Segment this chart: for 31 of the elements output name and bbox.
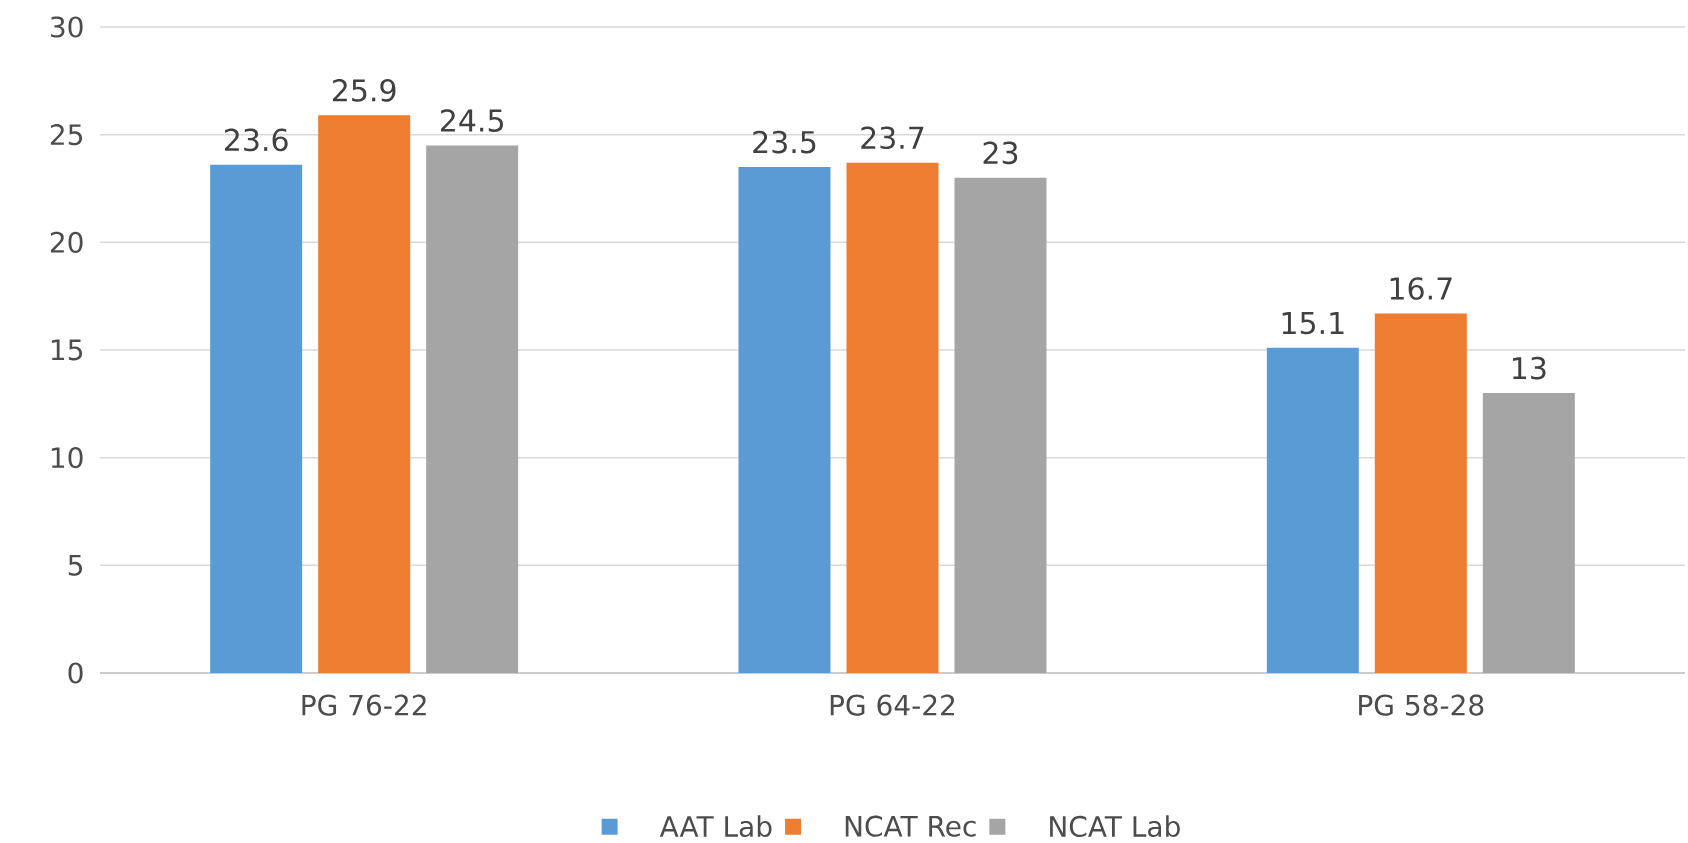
y-tick-label: 0 (68, 662, 83, 684)
bar (426, 145, 519, 673)
bar (1266, 347, 1359, 673)
data-label: 23.5 (753, 130, 816, 154)
x-tick-label: PG 76-22 (302, 694, 426, 716)
bar (318, 115, 411, 673)
x-tick-label: PG 64-22 (830, 694, 955, 716)
legend-label: AAT Lab (659, 815, 772, 838)
y-tick-label: 5 (68, 554, 83, 576)
y-tick-label: 10 (51, 447, 83, 469)
x-tick-label: PG 58-28 (1359, 694, 1484, 716)
data-label: 24.5 (440, 109, 503, 132)
bar (1482, 393, 1575, 673)
y-tick-label: 15 (51, 339, 83, 361)
y-tick-label: 20 (50, 231, 83, 253)
legend-label: NCAT Lab (1050, 815, 1180, 838)
bar (210, 164, 303, 673)
data-label: 25.9 (332, 79, 396, 102)
bar (1374, 313, 1467, 673)
y-tick-label: 25 (50, 124, 83, 146)
data-label: 23.6 (224, 128, 288, 152)
data-label: 23.7 (861, 126, 924, 150)
data-label: 23 (983, 141, 1018, 165)
bar (738, 166, 831, 673)
legend-label: NCAT Rec (845, 815, 976, 837)
bar (954, 177, 1047, 673)
data-label: 15.1 (1282, 312, 1344, 335)
bar (846, 162, 939, 673)
data-label: 16.7 (1390, 277, 1452, 300)
data-label: 13 (1513, 356, 1546, 380)
y-tick-label: 30 (50, 16, 83, 38)
